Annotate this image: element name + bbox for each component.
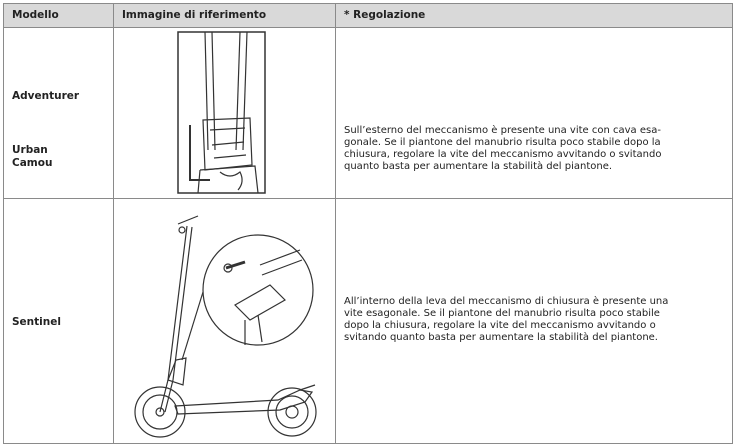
description-line: All’interno della leva del meccanismo di… xyxy=(344,296,669,307)
model-name: Adventurer xyxy=(12,90,80,102)
description-line: chiusura, regolare la vite del meccanism… xyxy=(344,149,662,160)
mechanism-illustration xyxy=(177,31,266,194)
header-cell: Modello xyxy=(12,9,59,21)
model-name: Sentinel xyxy=(12,316,61,328)
description-line: vite esagonale. Se il piantone del manub… xyxy=(344,308,660,319)
header-cell: * Regolazione xyxy=(344,9,426,21)
model-name: Urban Camou xyxy=(12,144,53,169)
description-line: Sull’esterno del meccanismo è presente u… xyxy=(344,125,661,136)
description-line: gonale. Se il piantone del manubrio risu… xyxy=(344,137,661,148)
scooter-illustration xyxy=(134,215,317,438)
description-line: dopo la chiusura, regolare la vite del m… xyxy=(344,320,656,331)
description-line: quanto basta per aumentare la stabilità … xyxy=(344,161,613,172)
header-cell: Immagine di riferimento xyxy=(122,9,267,21)
header-background xyxy=(3,3,733,27)
description-line: svitando quanto basta per aumentare la s… xyxy=(344,332,658,343)
table-borders xyxy=(3,3,733,444)
